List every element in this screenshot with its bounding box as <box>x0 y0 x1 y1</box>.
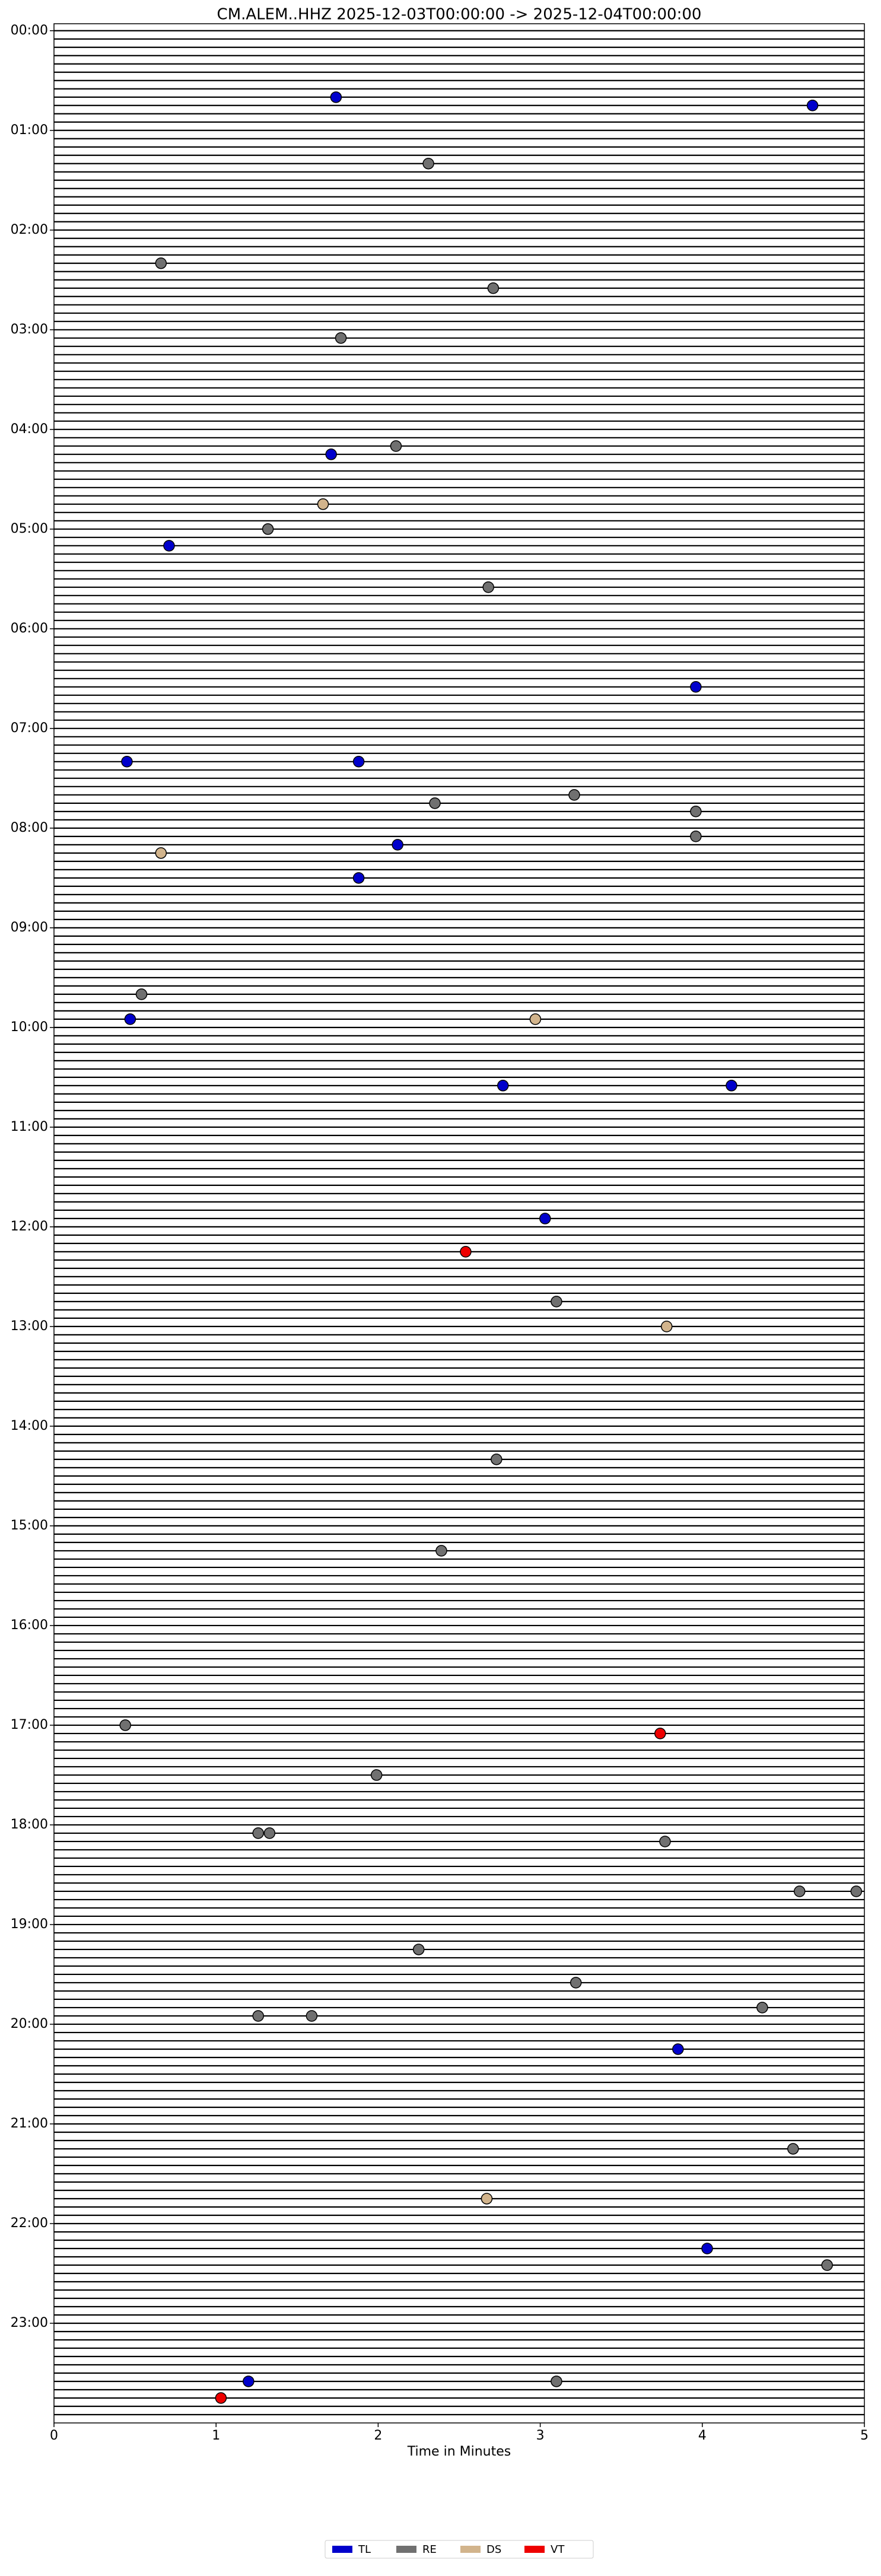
event-marker <box>787 2143 799 2155</box>
event-marker <box>659 1836 671 1847</box>
event-marker <box>252 1827 264 1839</box>
event-marker <box>215 2392 227 2404</box>
x-tick-label: 3 <box>536 2428 545 2443</box>
event-marker <box>529 1013 542 1025</box>
event-marker <box>412 1944 425 1955</box>
event-marker <box>390 440 402 452</box>
event-marker <box>121 756 133 768</box>
y-tick-label: 07:00 <box>11 721 48 736</box>
event-marker <box>435 1545 447 1557</box>
event-marker <box>806 100 819 112</box>
event-marker <box>660 1321 673 1332</box>
y-tick-label: 08:00 <box>11 820 48 835</box>
legend-swatch <box>524 2546 545 2553</box>
event-marker <box>124 1013 136 1025</box>
x-tick-label: 0 <box>50 2428 58 2443</box>
legend-label: TL <box>358 2543 371 2556</box>
x-axis-label: Time in Minutes <box>407 2444 511 2459</box>
y-tick-label: 14:00 <box>11 1419 48 1433</box>
x-tick-label: 5 <box>860 2428 869 2443</box>
event-marker <box>252 2010 264 2022</box>
y-tick-label: 09:00 <box>11 920 48 935</box>
y-tick-label: 16:00 <box>11 1618 48 1633</box>
x-tick-label: 4 <box>698 2428 707 2443</box>
event-marker <box>306 2010 318 2022</box>
y-tick-label: 02:00 <box>11 222 48 237</box>
event-marker <box>568 789 580 801</box>
event-marker <box>850 1885 863 1897</box>
event-marker <box>370 1769 383 1781</box>
y-tick-label: 06:00 <box>11 621 48 636</box>
event-marker <box>821 2259 833 2271</box>
event-marker <box>155 257 167 269</box>
chart-title: CM.ALEM..HHZ 2025-12-03T00:00:00 -> 2025… <box>217 6 702 24</box>
y-tick-label: 21:00 <box>11 2116 48 2131</box>
y-tick-label: 01:00 <box>11 123 48 138</box>
y-tick-label: 19:00 <box>11 1917 48 1932</box>
event-marker <box>429 797 441 809</box>
event-marker <box>330 91 342 103</box>
x-tick-label: 1 <box>212 2428 220 2443</box>
event-marker <box>392 839 403 851</box>
y-tick-label: 22:00 <box>11 2216 48 2231</box>
event-marker <box>497 1080 509 1092</box>
y-tick-label: 05:00 <box>11 521 48 536</box>
event-marker <box>352 756 365 768</box>
event-marker <box>690 831 702 842</box>
plot-frame <box>53 23 865 2424</box>
event-marker <box>756 2002 768 2014</box>
event-marker <box>422 157 434 170</box>
event-marker <box>570 1977 582 1989</box>
event-marker <box>325 449 337 460</box>
legend-label: RE <box>422 2543 437 2556</box>
y-tick-label: 20:00 <box>11 2017 48 2031</box>
event-marker <box>487 282 500 294</box>
event-marker <box>654 1728 666 1739</box>
event-marker <box>690 681 702 693</box>
event-marker <box>317 498 329 510</box>
y-tick-label: 00:00 <box>11 23 48 38</box>
event-marker <box>482 581 494 593</box>
y-tick-label: 23:00 <box>11 2316 48 2330</box>
legend-label: DS <box>486 2543 501 2556</box>
event-marker <box>119 1719 131 1731</box>
event-marker <box>243 2375 255 2387</box>
y-tick-label: 15:00 <box>11 1518 48 1533</box>
event-marker <box>460 1246 472 1258</box>
y-tick-label: 12:00 <box>11 1219 48 1234</box>
event-marker <box>539 1213 551 1225</box>
legend-label: VT <box>551 2543 565 2556</box>
event-marker <box>163 540 175 552</box>
event-marker <box>335 332 347 344</box>
event-marker <box>135 988 148 1000</box>
event-marker <box>491 1454 502 1465</box>
event-marker <box>793 1885 806 1897</box>
y-tick-label: 11:00 <box>11 1120 48 1134</box>
y-tick-label: 13:00 <box>11 1319 48 1334</box>
event-marker <box>155 847 167 859</box>
y-tick-label: 10:00 <box>11 1020 48 1035</box>
y-tick-label: 17:00 <box>11 1718 48 1732</box>
legend-swatch <box>396 2546 416 2553</box>
event-marker <box>690 806 702 818</box>
y-tick-label: 03:00 <box>11 322 48 337</box>
y-tick-label: 18:00 <box>11 1817 48 1832</box>
event-marker <box>726 1080 737 1092</box>
y-tick-label: 04:00 <box>11 422 48 437</box>
event-marker <box>352 872 365 884</box>
legend-swatch <box>332 2546 352 2553</box>
event-marker <box>672 2043 684 2055</box>
event-marker <box>481 2193 493 2205</box>
legend-box <box>325 2540 594 2559</box>
event-marker <box>551 2375 562 2387</box>
x-tick-label: 2 <box>374 2428 382 2443</box>
legend-swatch <box>460 2546 481 2553</box>
event-marker <box>551 1296 562 1308</box>
event-marker <box>263 1827 276 1839</box>
event-marker <box>262 523 274 535</box>
event-marker <box>701 2243 713 2254</box>
